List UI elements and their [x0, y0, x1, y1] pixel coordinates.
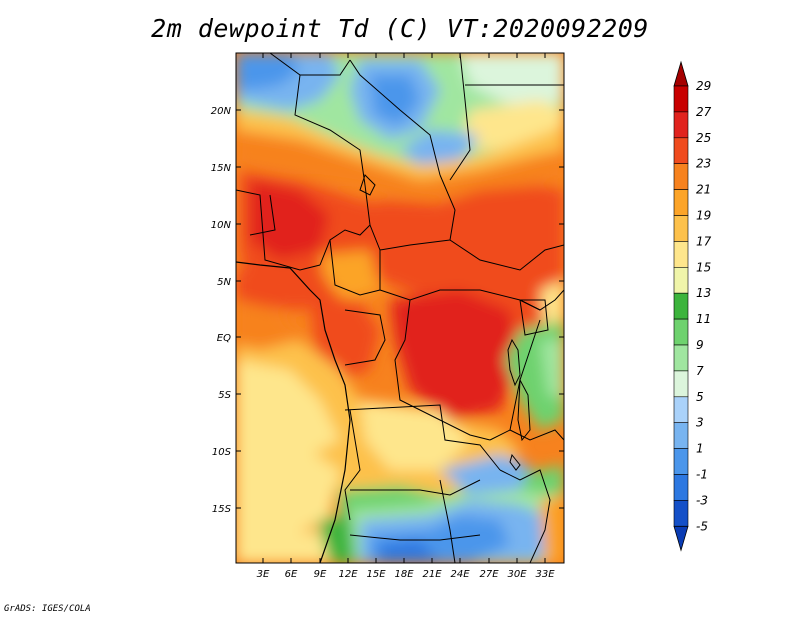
colorbar-swatch: [673, 422, 689, 449]
colorbar-swatch: [673, 163, 689, 190]
colorbar-swatch: [673, 137, 689, 165]
colorbar-label: 15: [696, 260, 711, 274]
colorbar-swatch: [673, 396, 689, 423]
colorbar-label: 27: [696, 105, 712, 119]
lon-label-33e: 33E: [535, 569, 555, 580]
map-frame: [235, 52, 565, 564]
lon-label-15e: 15E: [366, 569, 386, 580]
lon-label-18e: 18E: [394, 569, 414, 580]
lon-label-24e: 24E: [450, 569, 470, 580]
colorbar-label: 17: [696, 234, 712, 248]
lat-label-15n: 15N: [211, 163, 232, 174]
colorbar-swatch: [673, 370, 689, 398]
colorbar-label: -1: [696, 468, 708, 482]
colorbar-label: -5: [696, 519, 708, 533]
lon-label-6e: 6E: [285, 569, 298, 580]
country-borders: [236, 53, 564, 563]
colorbar-swatch: [673, 448, 689, 475]
latitude-axis: 20N 15N 10N 5N EQ 5S 10S 15S: [211, 106, 564, 515]
colorbar-label: 29: [696, 79, 711, 93]
lat-label-10s: 10S: [212, 447, 232, 458]
colorbar-label: 3: [696, 416, 704, 430]
colorbar-label: 23: [696, 157, 711, 171]
colorbar-label: 21: [696, 183, 711, 197]
lat-label-15s: 15S: [212, 504, 232, 515]
lat-label-20n: 20N: [211, 106, 232, 117]
colorbar-swatch: [673, 189, 689, 216]
colorbar-swatch: [673, 500, 689, 527]
grads-credit: GrADS: IGES/COLA: [4, 604, 91, 614]
colorbar-label: 25: [696, 131, 711, 145]
lat-label-5n: 5N: [217, 277, 231, 288]
colorbar-swatch: [673, 474, 689, 501]
colorbar-label: 7: [696, 364, 704, 378]
colorbar-swatch: [673, 85, 689, 113]
colorbar-swatch: [673, 241, 689, 268]
colorbar-label: 1: [696, 442, 704, 456]
colorbar-swatch: [673, 344, 689, 372]
lon-label-12e: 12E: [338, 569, 358, 580]
dewpoint-field: [236, 53, 564, 563]
lon-label-30e: 30E: [507, 569, 527, 580]
lat-label-5s: 5S: [218, 390, 231, 401]
lon-label-21e: 21E: [422, 569, 442, 580]
colorbar-bottom-arrow: [673, 525, 689, 552]
colorbar-swatch: [673, 111, 689, 139]
colorbar-swatch: [673, 215, 689, 242]
lon-label-9e: 9E: [314, 569, 327, 580]
lon-label-27e: 27E: [479, 569, 499, 580]
colorbar-label: 13: [696, 286, 711, 300]
colorbar-swatch: [673, 292, 689, 320]
colorbar: 29 27 25 23 21 19 17 15 13 11 9 7 5 3 1 -1 -3 -5: [673, 60, 712, 552]
colorbar-swatch: [673, 266, 689, 294]
colorbar-label: 11: [696, 312, 711, 326]
colorbar-label: 5: [696, 390, 704, 404]
map-title: 2m dewpoint Td (C) VT:2020092209: [151, 14, 649, 43]
colorbar-top-arrow: [673, 60, 689, 87]
colorbar-label: -3: [696, 493, 708, 507]
longitude-axis: 3E 6E 9E 12E 15E 18E 21E 24E 27E 30E 33E: [257, 53, 555, 580]
colorbar-label: 19: [696, 209, 711, 223]
lon-label-3e: 3E: [257, 569, 270, 580]
lat-label-10n: 10N: [211, 220, 232, 231]
lat-label-eq: EQ: [217, 333, 231, 344]
colorbar-label: 9: [696, 338, 704, 352]
colorbar-swatch: [673, 318, 689, 346]
